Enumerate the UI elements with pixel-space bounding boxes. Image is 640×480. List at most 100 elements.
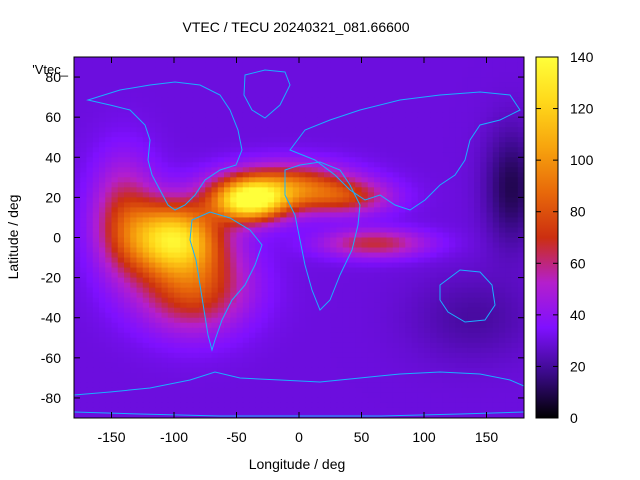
heatmap-cell [324,272,331,279]
heatmap-cell [267,232,275,239]
heatmap-cell [511,312,519,319]
heatmap-cell [492,102,500,108]
heatmap-cell [92,197,100,203]
heatmap-cell [399,152,406,158]
heatmap-cell [467,207,475,214]
heatmap-cell [299,232,306,239]
heatmap-cell [511,277,519,284]
heatmap-cell [280,232,288,239]
heatmap-cell [467,132,475,138]
heatmap-cell [399,147,406,153]
heatmap-cell [149,192,156,198]
heatmap-cell [480,137,488,143]
heatmap-cell [255,227,263,234]
heatmap-cell [349,202,356,209]
heatmap-cell [117,357,125,364]
heatmap-cell [142,302,150,309]
heatmap-cell [286,107,294,113]
heatmap-cell [230,252,238,259]
heatmap-cell [417,232,425,239]
heatmap-cell [367,387,375,394]
heatmap-cell [99,197,106,203]
heatmap-cell [236,77,244,83]
heatmap-cell [236,257,244,264]
heatmap-cell [405,272,413,279]
heatmap-cell [342,397,350,404]
heatmap-cell [317,262,325,269]
heatmap-cell [455,332,463,339]
heatmap-cell [261,92,269,98]
heatmap-cell [155,127,163,133]
heatmap-cell [80,127,88,133]
heatmap-cell [161,257,169,264]
heatmap-cell [305,277,313,284]
heatmap-cell [474,77,481,83]
heatmap-cell [511,207,519,214]
heatmap-cell [180,387,188,394]
heatmap-cell [424,377,431,384]
heatmap-cell [161,132,169,138]
heatmap-cell [149,322,156,329]
heatmap-cell [367,327,375,334]
heatmap-cell [511,107,519,113]
heatmap-cell [205,167,213,173]
heatmap-cell [517,337,524,344]
heatmap-cell [117,182,125,188]
heatmap-cell [499,92,506,98]
heatmap-cell [267,392,275,399]
heatmap-cell [86,332,94,339]
heatmap-cell [411,102,419,108]
heatmap-cell [474,117,481,123]
heatmap-cell [480,307,488,314]
heatmap-cell [174,222,181,229]
heatmap-cell [192,132,200,138]
heatmap-cell [161,187,169,193]
heatmap-cell [461,332,469,339]
heatmap-cell [199,137,206,143]
heatmap-cell [242,227,250,234]
heatmap-cell [386,77,394,83]
heatmap-cell [274,167,281,173]
heatmap-cell [142,397,150,404]
heatmap-cell [180,392,188,399]
heatmap-cell [417,147,425,153]
heatmap-cell [80,187,88,193]
heatmap-cell [499,287,506,294]
heatmap-cell [136,82,144,88]
heatmap-cell [442,67,450,73]
heatmap-cell [299,322,306,329]
heatmap-cell [349,277,356,284]
heatmap-cell [455,232,463,239]
heatmap-cell [230,327,238,334]
heatmap-cell [486,267,494,274]
heatmap-cell [86,202,94,209]
heatmap-cell [499,62,506,68]
heatmap-cell [105,372,113,379]
heatmap-cell [155,312,163,319]
heatmap-cell [267,257,275,264]
heatmap-cell [455,277,463,284]
heatmap-cell [74,257,81,264]
heatmap-cell [324,102,331,108]
heatmap-cell [111,337,119,344]
heatmap-cell [105,202,113,209]
heatmap-cell [217,152,225,158]
heatmap-cell [149,182,156,188]
heatmap-cell [349,347,356,354]
heatmap-cell [436,362,444,369]
heatmap-cell [480,162,488,168]
heatmap-cell [142,192,150,198]
heatmap-cell [205,252,213,259]
heatmap-cell [474,222,481,229]
heatmap-cell [230,387,238,394]
heatmap-cell [292,132,300,138]
heatmap-cell [392,87,400,93]
heatmap-cell [74,292,81,299]
heatmap-cell [480,62,488,68]
heatmap-cell [461,102,469,108]
heatmap-cell [442,342,450,349]
heatmap-cell [336,182,344,188]
heatmap-cell [249,367,256,374]
heatmap-cell [124,257,131,264]
heatmap-cell [417,357,425,364]
